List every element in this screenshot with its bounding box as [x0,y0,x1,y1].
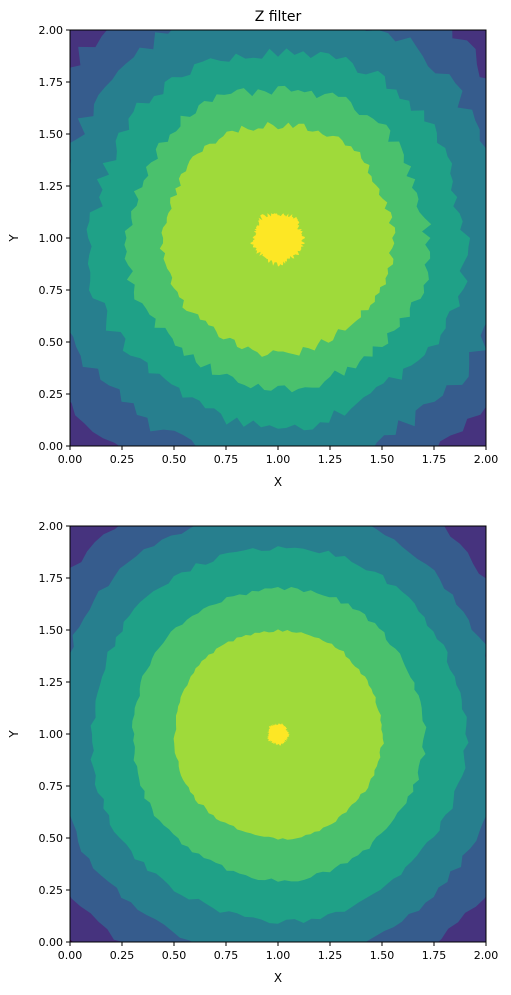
x-tick-label: 0.75 [214,453,239,466]
y-tick-label: 0.75 [39,284,64,297]
chart-title: Z filter [255,9,302,25]
y-tick-label: 0.25 [39,884,64,897]
x-axis-label: X [274,971,282,985]
y-tick-label: 0.25 [39,388,64,401]
axis-ticks: 0.00 0.25 0.50 0.75 1.00 1.25 1.50 1.75 2.00 0.00… [39,520,499,962]
y-axis-label: Y [7,730,21,739]
axis-ticks: 0.00 0.25 0.50 0.75 1.00 1.25 1.50 1.75 2.00 0.00… [39,24,499,466]
x-tick-label: 1.00 [266,453,291,466]
y-tick-label: 0.00 [39,440,64,453]
plot-area [69,525,487,943]
y-axis-label: Y [7,234,21,243]
contour-plot-bottom: 0.00 0.25 0.50 0.75 1.00 1.25 1.50 1.75 2.00 0.00… [7,520,499,985]
plot-area [69,29,487,447]
x-tick-label: 0.25 [110,949,135,962]
contour-plot-top: Z filter 0.00 0.25 0.50 0.75 1.00 1.25 1.50 1.7… [7,9,499,489]
contour-level-7 [250,213,306,267]
x-tick-label: 2.00 [474,453,499,466]
x-tick-label: 0.00 [58,453,83,466]
x-tick-label: 0.00 [58,949,83,962]
y-tick-label: 0.50 [39,336,64,349]
y-tick-label: 1.00 [39,232,64,245]
contour-level-7 [266,722,290,746]
y-tick-label: 1.50 [39,624,64,637]
x-tick-label: 1.75 [422,949,447,962]
x-tick-label: 0.25 [110,453,135,466]
x-tick-label: 2.00 [474,949,499,962]
x-tick-label: 0.50 [162,453,187,466]
x-tick-label: 1.50 [370,949,395,962]
y-tick-label: 1.00 [39,728,64,741]
x-axis-label: X [274,475,282,489]
y-tick-label: 1.25 [39,676,64,689]
y-tick-label: 1.50 [39,128,64,141]
x-tick-label: 1.25 [318,949,343,962]
x-tick-label: 0.50 [162,949,187,962]
x-tick-label: 1.00 [266,949,291,962]
x-tick-label: 0.75 [214,949,239,962]
y-tick-label: 0.75 [39,780,64,793]
y-tick-label: 2.00 [39,520,64,533]
y-tick-label: 1.25 [39,180,64,193]
y-tick-label: 1.75 [39,572,64,585]
y-tick-label: 0.00 [39,936,64,949]
x-tick-label: 1.50 [370,453,395,466]
y-tick-label: 0.50 [39,832,64,845]
x-tick-label: 1.25 [318,453,343,466]
y-tick-label: 1.75 [39,76,64,89]
x-tick-label: 1.75 [422,453,447,466]
y-tick-label: 2.00 [39,24,64,37]
